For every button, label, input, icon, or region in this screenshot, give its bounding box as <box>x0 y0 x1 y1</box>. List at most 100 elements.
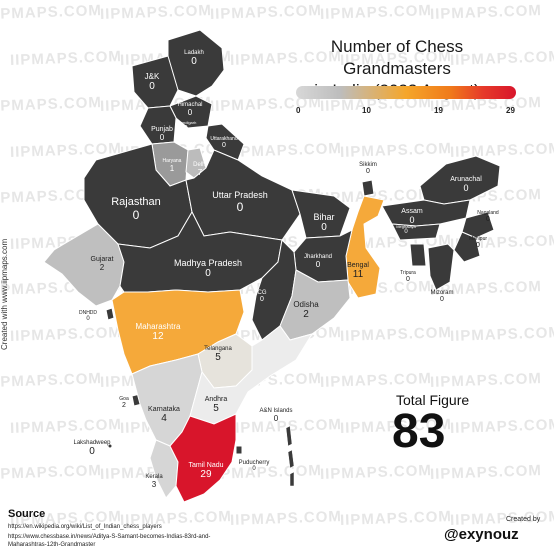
region-name: Haryana <box>162 158 182 164</box>
region-label-maharashtra: Maharashtra 12 <box>136 322 181 342</box>
region-odisha[interactable] <box>279 269 351 341</box>
region-label-delhi: Delhi 7 <box>193 162 207 177</box>
region-label-andhra: Andhra 5 <box>205 396 228 414</box>
region-label-cg: CG 0 <box>258 290 267 303</box>
region-name: Tripura <box>400 270 416 276</box>
region-value: 0 <box>86 316 90 322</box>
region-name: Sikkim <box>359 162 377 168</box>
region-label-manipur: Manipur 0 <box>469 236 487 249</box>
region-value: 4 <box>161 413 167 424</box>
region-name: Assam <box>401 208 423 215</box>
region-value: 0 <box>440 296 444 303</box>
region-value: 0 <box>236 200 244 214</box>
region-puducherry[interactable] <box>235 445 243 455</box>
region-value: 0 <box>89 446 95 457</box>
region-dnhdd[interactable] <box>105 307 115 321</box>
legend-tick-19: 19 <box>434 106 443 115</box>
region-label-punjab: Punjab 0 <box>151 126 173 142</box>
region-label-assam: Assam 0 <box>401 208 422 225</box>
region-an-islands[interactable] <box>285 425 295 487</box>
region-label-karnataka: Karnataka 4 <box>148 406 180 424</box>
region-label-jharkhand: Jharkhand 0 <box>304 254 332 269</box>
region-value: 5 <box>213 403 219 414</box>
legend-color-bar <box>296 86 516 99</box>
region-manipur[interactable] <box>453 231 481 263</box>
region-value: 0 <box>409 215 415 225</box>
region-tripura[interactable] <box>409 243 427 267</box>
region-label-madhya-pradesh: Madhya Pradesh 0 <box>174 258 242 279</box>
region-label-a-n-islands: A&N Islands 0 <box>259 408 292 423</box>
region-name: Telangana <box>204 346 232 352</box>
region-value: 2 <box>99 263 105 272</box>
region-value: 0 <box>132 208 140 222</box>
region-label-bihar: Bihar 0 <box>313 212 334 233</box>
region-label-mizoram: Mizoram 0 <box>430 290 453 303</box>
region-mizoram[interactable] <box>427 243 455 291</box>
region-name: Bengal <box>347 262 369 269</box>
region-name: Karnataka <box>148 406 180 413</box>
region-value: 2 <box>303 309 309 320</box>
region-name: Madhya Pradesh <box>173 258 243 268</box>
region-assam[interactable] <box>381 199 471 227</box>
region-name: Delhi <box>193 162 207 168</box>
region-value: 0 <box>366 168 370 175</box>
region-value: 0 <box>404 229 408 235</box>
region-value: 0 <box>486 216 490 223</box>
region-tamil-nadu[interactable] <box>169 413 237 503</box>
region-label-himachal: Himachal 0 <box>177 102 202 117</box>
source-link-2[interactable]: https://www.chessbase.in/news/Aditya-S-S… <box>8 534 211 540</box>
region-value: 0 <box>191 56 197 67</box>
region-name: Rajasthan <box>111 196 161 208</box>
total-figure-label: Total Figure <box>396 392 470 408</box>
region-value: 0 <box>187 108 193 117</box>
region-label-bengal: Bengal 11 <box>347 262 369 280</box>
region-nagaland[interactable] <box>461 211 495 239</box>
region-name: Punjab <box>151 126 173 133</box>
region-value: 0 <box>184 125 188 131</box>
region-value: 7 <box>197 168 203 177</box>
region-sikkim[interactable] <box>361 179 375 197</box>
region-label-uttarakhand: Uttarakhand 0 <box>210 136 237 149</box>
region-value: 11 <box>352 269 364 280</box>
region-name: Mizoram <box>430 290 454 296</box>
region-name: Gujarat <box>90 256 114 263</box>
region-name: Bihar <box>313 212 335 222</box>
source-link-3[interactable]: Maharashtras-12th-Grandmaster <box>8 542 96 548</box>
region-name: Himachal <box>177 102 203 108</box>
region-name: Uttarakhand <box>210 136 238 142</box>
region-gujarat[interactable] <box>43 223 125 307</box>
region-name: J&K <box>144 72 160 81</box>
created-by-label: Created by <box>506 516 541 523</box>
region-name: Jharkhand <box>303 254 333 260</box>
title-line-1: Number of Chess Grandmasters <box>330 37 464 78</box>
source-link-1[interactable]: https://en.wikipedia.org/wiki/List_of_In… <box>8 524 162 530</box>
region-label-tripura: Tripura 0 <box>400 270 416 283</box>
region-value: 12 <box>152 331 164 342</box>
region-label-uttar-pradesh: Uttar Pradesh 0 <box>212 190 268 214</box>
region-name: A&N Islands <box>259 408 293 414</box>
region-name: Uttar Pradesh <box>212 190 268 200</box>
total-figure-value: 83 <box>392 405 446 458</box>
region-label-j-k: J&K 0 <box>145 72 160 92</box>
region-value: 0 <box>260 296 264 303</box>
region-value: 0 <box>315 260 321 269</box>
source-title: Source <box>8 508 46 520</box>
region-name: Nagaland <box>477 210 499 216</box>
region-value: 0 <box>406 276 410 283</box>
region-value: 0 <box>463 183 469 193</box>
region-name: Goa <box>119 396 129 402</box>
region-value: 0 <box>273 414 279 423</box>
region-value: 5 <box>215 352 221 363</box>
region-meghalaya[interactable] <box>391 223 441 241</box>
region-value: 0 <box>205 268 211 279</box>
region-name: CG <box>257 290 267 296</box>
region-name: Chandigarh <box>175 120 197 125</box>
region-name: Arunachal <box>450 176 482 183</box>
region-name: Maharashtra <box>135 322 181 331</box>
legend-tick-29: 29 <box>506 106 515 115</box>
region-lakshadweep[interactable] <box>108 444 112 448</box>
region-label-sikkim: Sikkim 0 <box>359 162 377 175</box>
region-label-meghalaya: Meghalaya 0 <box>396 224 416 235</box>
region-bengal[interactable] <box>345 195 385 299</box>
